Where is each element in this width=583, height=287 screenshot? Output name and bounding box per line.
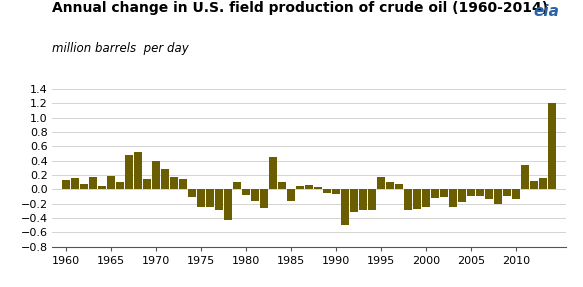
Bar [539, 178, 547, 189]
Bar [549, 103, 556, 189]
Bar [62, 180, 69, 189]
Bar [243, 189, 250, 195]
Bar [413, 189, 420, 209]
Bar [107, 176, 115, 189]
Bar [431, 189, 438, 198]
Bar [269, 157, 276, 189]
Bar [324, 189, 331, 193]
Bar [314, 187, 322, 189]
Bar [377, 177, 385, 189]
Bar [279, 182, 286, 189]
Bar [395, 184, 403, 189]
Bar [215, 189, 223, 210]
Text: Annual change in U.S. field production of crude oil (1960-2014): Annual change in U.S. field production o… [52, 1, 549, 15]
Text: eia: eia [533, 4, 559, 19]
Bar [233, 181, 241, 189]
Bar [503, 189, 511, 196]
Bar [486, 189, 493, 199]
Bar [512, 189, 519, 199]
Bar [423, 189, 430, 207]
Bar [117, 182, 124, 189]
Bar [188, 189, 195, 197]
Bar [143, 179, 150, 189]
Bar [296, 186, 304, 189]
Bar [198, 189, 205, 207]
Bar [125, 155, 132, 189]
Bar [387, 182, 394, 189]
Bar [494, 189, 501, 204]
Bar [80, 184, 87, 189]
Bar [71, 178, 79, 189]
Bar [368, 189, 375, 210]
Bar [305, 185, 312, 189]
Bar [261, 189, 268, 208]
Bar [449, 189, 456, 207]
Bar [251, 189, 259, 201]
Bar [180, 179, 187, 189]
Text: million barrels  per day: million barrels per day [52, 42, 189, 55]
Bar [332, 189, 339, 194]
Bar [350, 189, 357, 212]
Bar [99, 186, 106, 189]
Bar [468, 189, 475, 196]
Bar [458, 189, 466, 202]
Bar [521, 165, 529, 189]
Bar [161, 168, 168, 189]
Bar [152, 161, 160, 189]
Bar [170, 177, 178, 189]
Bar [224, 189, 231, 220]
Bar [359, 189, 367, 210]
Bar [342, 189, 349, 225]
Bar [134, 152, 142, 189]
Bar [405, 189, 412, 210]
Bar [287, 189, 294, 201]
Bar [206, 189, 213, 207]
Bar [476, 189, 484, 196]
Bar [440, 189, 448, 197]
Bar [531, 181, 538, 189]
Bar [89, 177, 97, 189]
